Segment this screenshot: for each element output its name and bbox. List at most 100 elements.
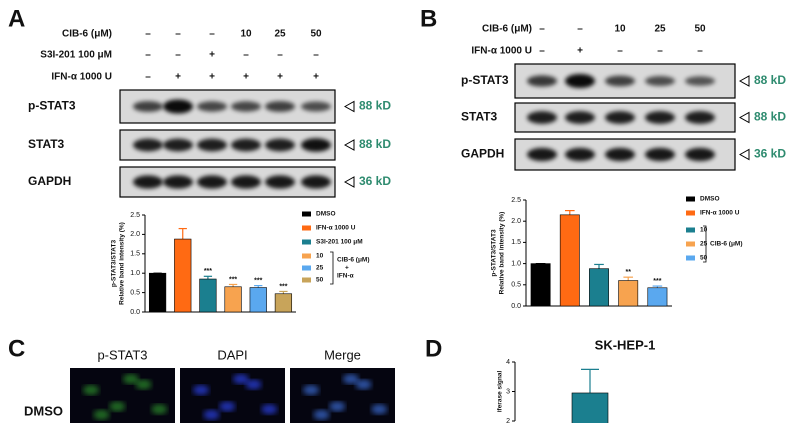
arrow-icon [738, 75, 750, 87]
y-tick-label: 0.5 [511, 282, 521, 289]
cell [329, 401, 346, 412]
treatment-value: – [539, 46, 545, 57]
blot-band [197, 101, 227, 112]
treatment-value: – [209, 29, 215, 40]
legend-group-label: CIB-6 (μM) [337, 257, 370, 264]
blot-band [163, 138, 193, 152]
bar [571, 392, 609, 423]
row-label: DMSO [24, 403, 63, 418]
bar [530, 263, 551, 307]
legend-swatch [302, 277, 311, 283]
blot-band [197, 138, 227, 152]
treatment-value: – [657, 46, 663, 57]
cell [232, 374, 249, 384]
y-tick-label: 0.0 [511, 303, 521, 310]
cell [135, 379, 152, 390]
blot-band [645, 76, 675, 86]
treatment-value: + [277, 72, 283, 83]
blot-band [265, 101, 295, 112]
treatment-value: – [277, 50, 283, 61]
arrow-icon [738, 111, 750, 124]
y-tick-label: 1.5 [130, 251, 140, 258]
treatment-value: – [539, 24, 545, 35]
legend-swatch [302, 265, 311, 271]
panel-label: C [8, 335, 25, 362]
y-tick-label: 2.0 [130, 231, 140, 238]
y-axis-label: Relative band intensity (%) [119, 222, 126, 305]
treatment-value: – [313, 50, 319, 61]
cell [203, 409, 220, 420]
treatment-value: 25 [274, 29, 286, 40]
bar [618, 280, 639, 307]
treatment-value: + [209, 72, 215, 83]
blot-band [685, 147, 715, 162]
bar [274, 293, 293, 313]
legend-group-label: + [345, 265, 349, 272]
legend-label: IFN-α 1000 U [700, 210, 740, 217]
legend-bracket [703, 225, 707, 263]
y-tick-label: 2 [506, 418, 510, 423]
cell [122, 374, 139, 384]
panel-label: B [420, 5, 437, 32]
cell [193, 385, 209, 395]
column-label: Merge [324, 347, 361, 362]
legend-swatch [686, 241, 695, 247]
panel-label: D [425, 335, 442, 362]
legend-swatch [302, 239, 311, 245]
blot-band [301, 138, 331, 152]
y-tick-label: 3 [506, 388, 510, 395]
cell [219, 401, 236, 412]
legend-bracket [330, 251, 334, 285]
treatment-value: + [313, 72, 319, 83]
cell [313, 409, 330, 420]
cell [109, 401, 126, 412]
band-size: 36 kD [754, 147, 786, 161]
y-tick-label: 1.0 [511, 260, 521, 267]
y-tick-label: 1.0 [130, 270, 140, 277]
legend-label: S3I-201 100 μM [316, 239, 363, 246]
cell [342, 374, 359, 384]
band-size: 88 kD [359, 99, 391, 113]
y-tick-label: 1.5 [511, 239, 521, 246]
band-size: 36 kD [359, 174, 391, 188]
treatment-value: – [175, 29, 181, 40]
arrow-icon [343, 139, 355, 151]
legend-group-label: IFN-α [337, 273, 354, 280]
legend-label: 25 [700, 241, 708, 248]
legend-label: IFN-α 1000 U [316, 225, 356, 232]
blot-band [565, 74, 595, 88]
cell [93, 409, 110, 420]
blot-band [163, 175, 193, 189]
treatment-value: + [175, 72, 181, 83]
treatment-label: CIB-6 (μM) [482, 24, 532, 35]
y-tick-label: 2.5 [511, 197, 521, 204]
treatment-value: – [577, 24, 583, 35]
y-tick-label: 0.5 [130, 289, 140, 296]
blot-band [265, 175, 295, 189]
treatment-value: 50 [694, 24, 706, 35]
y-axis-label: Relative band intensity (%) [499, 212, 506, 295]
blot-label: STAT3 [461, 110, 498, 124]
blot-band [301, 101, 331, 112]
chart-title: SK-HEP-1 [595, 337, 656, 352]
treatment-value: – [697, 46, 703, 57]
treatment-label: IFN-α 1000 U [51, 72, 112, 83]
bar [199, 278, 217, 313]
blot-band [133, 138, 163, 152]
treatment-label: CIB-6 (μM) [62, 29, 112, 40]
micrograph [180, 368, 285, 423]
blot-band [605, 75, 635, 87]
treatment-value: – [243, 50, 249, 61]
blot-band [231, 175, 261, 189]
treatment-label: S3I-201 100 μM [40, 50, 112, 61]
blot-band [527, 111, 557, 124]
arrow-icon [738, 148, 750, 161]
bar [249, 287, 267, 313]
blot-label: STAT3 [28, 137, 65, 151]
legend-label: 25 [316, 265, 324, 272]
legend-label: 10 [316, 253, 324, 260]
blot-band [605, 147, 635, 162]
blot-band [231, 101, 261, 112]
y-tick-label: 4 [506, 359, 510, 366]
micrograph [290, 368, 395, 423]
